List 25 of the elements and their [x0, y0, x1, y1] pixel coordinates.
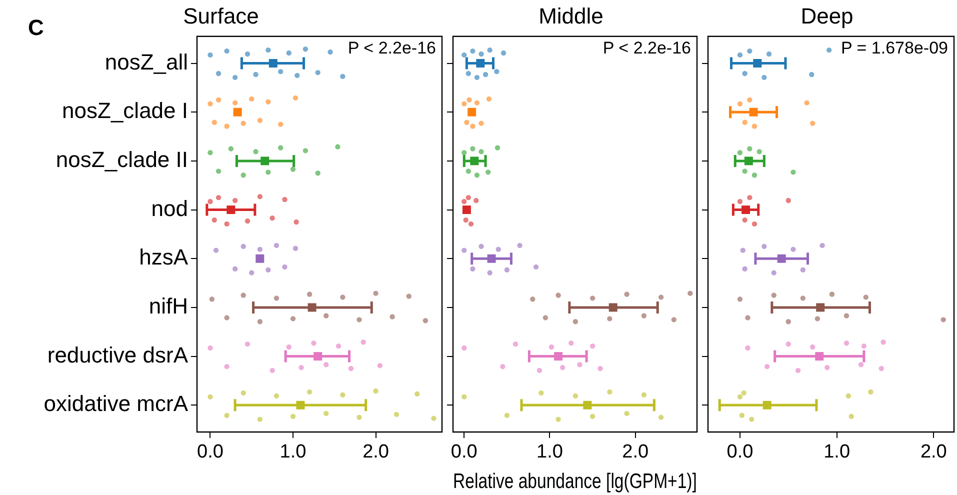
y-tick-label: nosZ_clade II — [56, 147, 188, 172]
y-tick-label: nifH — [148, 294, 188, 319]
x-tick-label: 1.0 — [280, 442, 306, 463]
y-tick-label: nosZ_clade I — [62, 98, 188, 124]
y-tick-label: nosZ_all — [104, 49, 188, 74]
annotation: P < 2.2e-16 — [602, 38, 691, 58]
chart-title: Deep — [800, 3, 854, 28]
x-tick-label: 0.0 — [197, 442, 224, 463]
x-axis-title: Relative abundance [lg(GPM+1)] — [453, 470, 697, 494]
y-tick-label: nod — [151, 196, 188, 221]
annotation: P = 1.678e-09 — [841, 38, 948, 58]
x-tick-label: 1.0 — [824, 442, 850, 463]
x-tick-label: 2.0 — [920, 442, 947, 463]
x-tick-label: 0.0 — [726, 442, 754, 463]
x-tick-label: 2.0 — [622, 442, 649, 463]
y-tick-label: reductive dsrA — [47, 342, 188, 368]
text: C — [28, 15, 44, 40]
x-tick-label: 2.0 — [362, 442, 389, 463]
chart-title: Surface — [183, 3, 259, 28]
x-tick-label: 0.0 — [450, 442, 478, 463]
annotation: P < 2.2e-16 — [348, 38, 436, 58]
y-tick-label: oxidative mcrA — [44, 391, 188, 416]
y-tick-label: hzsA — [139, 244, 188, 270]
chart-title: Middle — [538, 3, 604, 28]
x-tick-label: 1.0 — [536, 442, 563, 463]
